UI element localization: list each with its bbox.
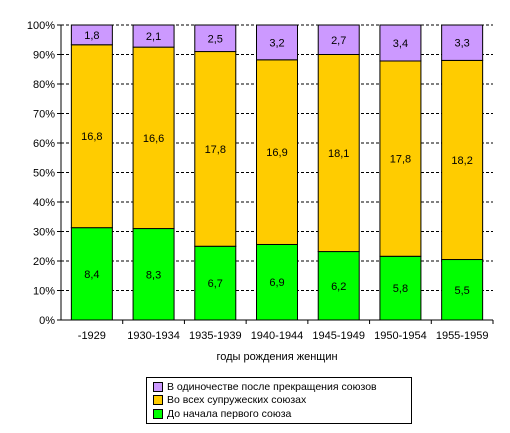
data-label: 5,5 <box>454 285 469 297</box>
legend: В одиночестве после прекращения союзов Во… <box>146 377 412 424</box>
data-label: 3,3 <box>454 38 469 50</box>
y-tick-label: 0% <box>39 315 55 327</box>
bar-segment <box>132 24 175 48</box>
legend-item: До начала первого союза <box>153 407 411 421</box>
y-axis: 0% 10% 20% 30% 40% 50% 60% 70% 80% 90% 100% <box>27 20 62 327</box>
bar-segment <box>317 54 360 253</box>
legend-swatch <box>153 408 163 419</box>
x-tick-label: 1940-1944 <box>251 330 304 342</box>
bar-segment <box>256 243 298 321</box>
data-label: 17,8 <box>205 144 226 156</box>
data-label: 2,1 <box>146 31 161 43</box>
bar-segment <box>379 255 422 321</box>
legend-label: В одиночестве после прекращения союзов <box>167 380 377 393</box>
data-label: 18,2 <box>451 155 472 167</box>
data-label: 6,2 <box>331 281 346 293</box>
y-tick-label: 80% <box>33 79 55 91</box>
bar-segment <box>317 251 360 321</box>
data-label: 3,4 <box>393 38 408 50</box>
data-label: 1,8 <box>84 30 99 42</box>
data-label: 17,8 <box>390 154 411 166</box>
bar-segment <box>441 59 484 261</box>
y-tick-label: 90% <box>33 50 55 62</box>
data-label: 3,2 <box>269 37 284 49</box>
data-label: 16,9 <box>266 147 287 159</box>
y-tick-label: 30% <box>33 227 55 239</box>
y-tick-label: 70% <box>33 109 55 121</box>
stacked-bar-chart: 0% 10% 20% 30% 40% 50% 60% 70% 80% 90% 100% 8,4 16,… <box>27 20 494 363</box>
bar-segment <box>441 259 484 321</box>
y-tick-label: 100% <box>27 20 55 32</box>
y-tick-label: 60% <box>33 138 55 150</box>
legend-label: До начала первого союза <box>167 407 292 420</box>
bar-segment <box>194 51 237 247</box>
bar-segment <box>194 24 237 53</box>
bar-segment <box>256 24 298 61</box>
y-tick-label: 50% <box>33 168 55 180</box>
x-tick-label: 1955-1959 <box>436 330 489 342</box>
data-label: 5,8 <box>393 283 408 295</box>
y-tick-label: 40% <box>33 197 55 209</box>
bar-segment <box>132 46 175 230</box>
legend-label: Во всех супружеских союзах <box>167 394 307 407</box>
legend-item: Во всех супружеских союзах <box>153 394 411 408</box>
y-tick-label: 20% <box>33 256 55 268</box>
data-label: 16,6 <box>143 133 164 145</box>
y-tick-label: 10% <box>33 286 55 298</box>
bar-segment <box>317 24 360 55</box>
data-label: 18,1 <box>328 148 349 160</box>
data-label: 2,5 <box>208 33 223 45</box>
data-label: 8,3 <box>146 269 161 281</box>
data-label: 6,9 <box>269 277 284 289</box>
bar-segment <box>256 59 298 245</box>
x-tick-label: 1935-1939 <box>189 330 242 342</box>
data-label: 6,7 <box>208 278 223 290</box>
x-tick-label: 1950-1954 <box>374 330 427 342</box>
bar-segment <box>379 60 422 257</box>
x-tick-label: 1945-1949 <box>312 330 365 342</box>
x-axis-title: годы рождения женщин <box>216 351 337 363</box>
bar-segment <box>379 24 422 62</box>
legend-item: В одиночестве после прекращения союзов <box>153 380 411 394</box>
x-tick-label: -1929 <box>78 330 106 342</box>
data-label: 16,8 <box>81 131 102 143</box>
bar-segment <box>70 24 113 46</box>
bar-segment <box>441 24 484 61</box>
data-label: 2,7 <box>331 35 346 47</box>
legend-swatch <box>153 395 163 406</box>
bars: 8,4 16,8 1,8 8,3 16,6 2,1 6,7 17,8 2,5 6,9 16,9 3,2… <box>70 24 484 321</box>
bar-segment <box>70 44 113 229</box>
legend-swatch <box>153 381 163 392</box>
bar-segment <box>194 245 237 321</box>
data-label: 8,4 <box>84 269 99 281</box>
x-tick-label: 1930-1934 <box>127 330 180 342</box>
x-axis: -1929 1930-1934 1935-1939 1940-1944 1945-194… <box>61 319 494 342</box>
